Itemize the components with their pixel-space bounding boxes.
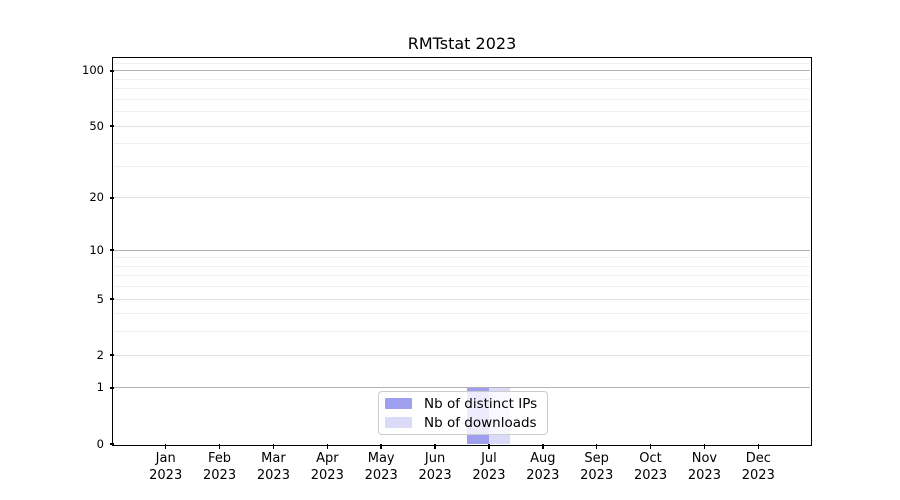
- x-tickmark-mar: [272, 444, 275, 449]
- y-tickmark-2: [109, 354, 114, 356]
- x-tickmark-feb: [218, 444, 221, 449]
- x-tickmark-jun: [434, 444, 436, 449]
- x-tickmark-nov: [703, 444, 706, 449]
- legend-item-downloads: Nb of downloads: [385, 413, 539, 432]
- x-tick-label-apr: Apr 2023: [310, 451, 344, 483]
- x-tickmark-aug: [542, 444, 544, 449]
- gridline-minor-y-40: [114, 143, 810, 145]
- x-tick-label-sep: Sep 2023: [580, 451, 614, 483]
- y-tickmark-100: [109, 70, 114, 72]
- gridline-minor-y-8: [114, 265, 810, 267]
- y-tick-label-1: 1: [96, 380, 104, 395]
- y-tick-label-20: 20: [89, 190, 104, 205]
- gridline-minor-y-7: [114, 275, 810, 277]
- legend-label-downloads: Nb of downloads: [424, 414, 537, 431]
- legend-swatch-downloads: [385, 417, 412, 428]
- gridline-minor-y-80: [114, 88, 810, 90]
- x-tickmark-oct: [649, 444, 652, 449]
- gridline-minor-y-4: [114, 313, 810, 315]
- x-tick-label-jan: Jan 2023: [149, 451, 183, 483]
- y-tick-label-2: 2: [96, 347, 104, 362]
- y-tick-label-10: 10: [89, 242, 104, 257]
- gridline-major-y-5: [114, 298, 810, 300]
- gridline-major-y-50: [114, 125, 810, 127]
- chart-title: RMTstat 2023: [407, 34, 517, 53]
- x-tickmark-dec: [757, 444, 760, 449]
- y-tick-label-50: 50: [89, 118, 104, 133]
- y-tick-label-5: 5: [96, 291, 104, 306]
- x-tick-label-mar: Mar 2023: [256, 451, 290, 483]
- y-tickmark-0: [109, 443, 114, 445]
- gridline-minor-y-60: [114, 111, 810, 113]
- x-tick-label-jun: Jun 2023: [418, 451, 452, 483]
- x-tick-label-feb: Feb 2023: [203, 451, 237, 483]
- gridline-minor-y-9: [114, 257, 810, 259]
- x-tickmark-apr: [326, 444, 329, 449]
- x-tick-label-nov: Nov 2023: [687, 451, 721, 483]
- gridline-minor-y-3: [114, 331, 810, 333]
- x-tick-label-dec: Dec 2023: [741, 451, 775, 483]
- y-tickmark-50: [109, 125, 114, 127]
- gridline-power-y-100: [114, 70, 810, 72]
- y-tickmark-1: [109, 387, 114, 389]
- gridline-minor-y-6: [114, 286, 810, 288]
- x-tick-label-may: May 2023: [364, 451, 398, 483]
- gridline-minor-y-90: [114, 78, 810, 80]
- y-tickmark-5: [109, 298, 114, 300]
- x-tick-label-aug: Aug 2023: [526, 451, 560, 483]
- x-tickmark-sep: [595, 444, 598, 449]
- gridline-power-y-10: [114, 249, 810, 251]
- x-tickmark-jan: [164, 444, 167, 449]
- x-tick-label-oct: Oct 2023: [634, 451, 668, 483]
- x-tickmark-may: [380, 444, 382, 449]
- y-tick-label-100: 100: [82, 63, 104, 78]
- gridline-minor-y-30: [114, 165, 810, 167]
- gridline-minor-y-110: [114, 62, 810, 64]
- x-tickmark-jul: [488, 444, 490, 449]
- y-tickmark-10: [109, 249, 114, 251]
- y-tick-label-0: 0: [96, 436, 104, 451]
- legend: Nb of distinct IPs Nb of downloads: [378, 391, 548, 435]
- gridline-power-y-1: [114, 387, 810, 389]
- legend-label-distinct-ips: Nb of distinct IPs: [424, 395, 538, 412]
- gridline-major-y-2: [114, 354, 810, 356]
- x-tick-label-jul: Jul 2023: [472, 451, 506, 483]
- y-tickmark-20: [109, 197, 114, 199]
- legend-item-distinct-ips: Nb of distinct IPs: [385, 394, 539, 413]
- legend-swatch-distinct-ips: [385, 398, 412, 409]
- gridline-minor-y-70: [114, 98, 810, 100]
- gridline-major-y-20: [114, 197, 810, 199]
